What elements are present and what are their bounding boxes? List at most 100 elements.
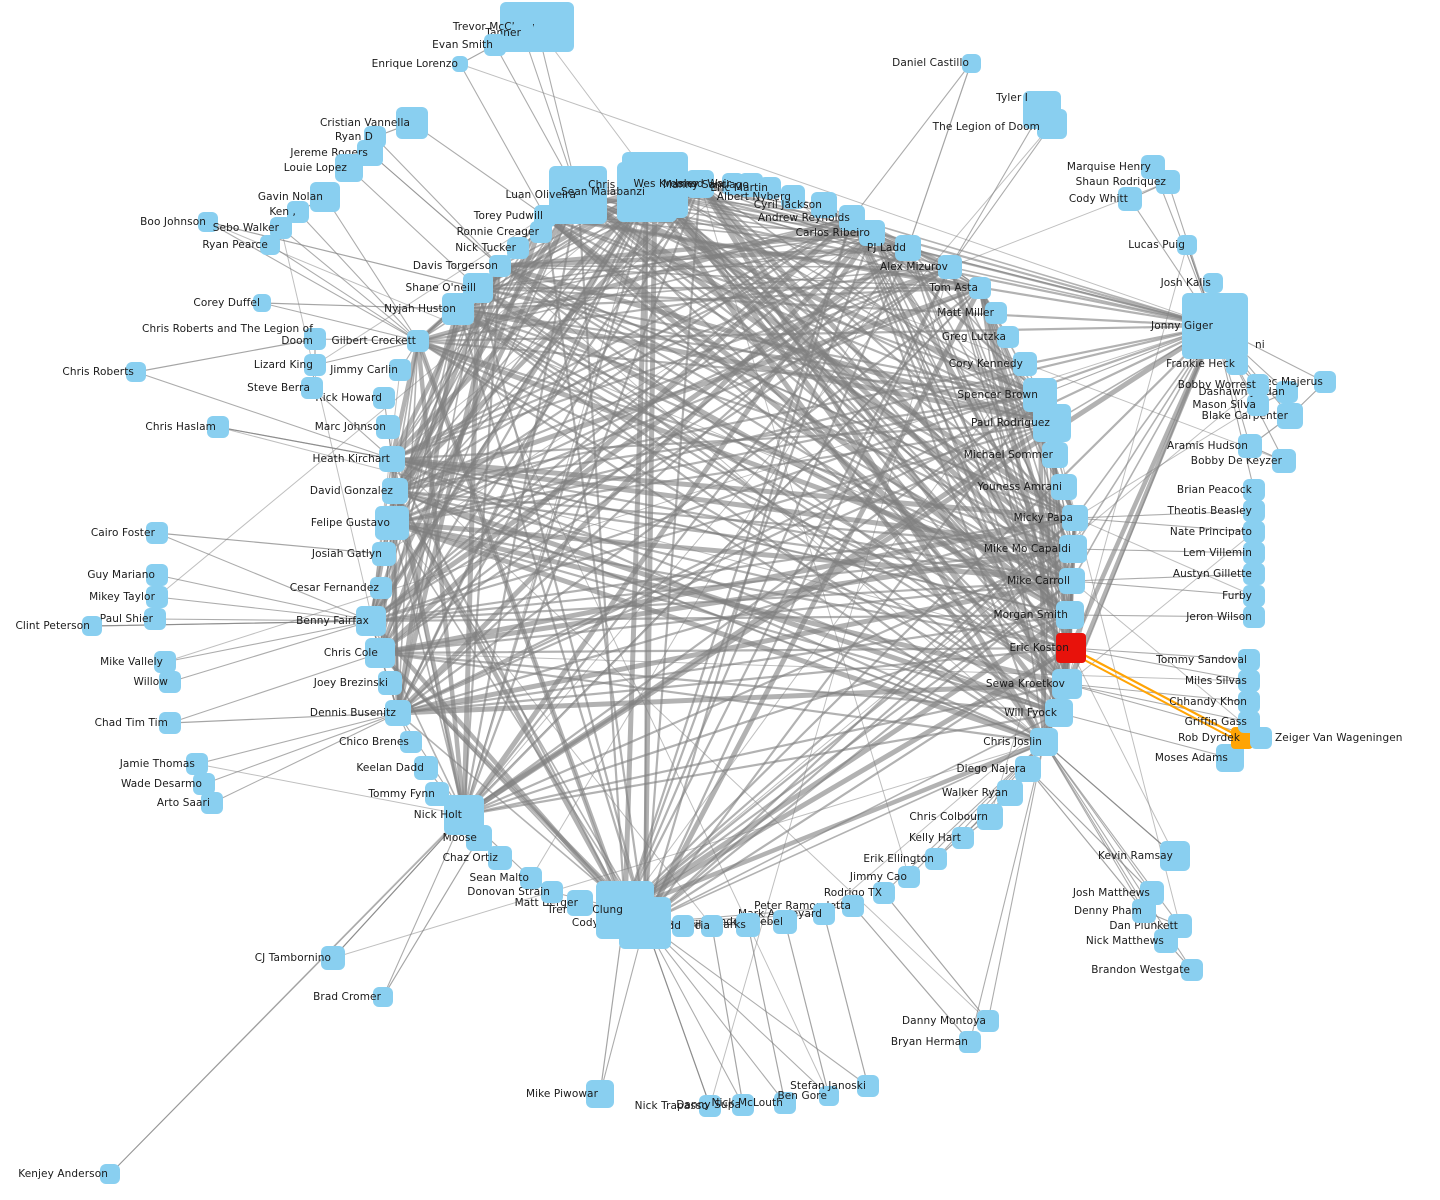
graph-node[interactable] (732, 1094, 754, 1116)
graph-node[interactable] (1247, 394, 1269, 416)
graph-node[interactable] (617, 162, 677, 222)
graph-node[interactable] (773, 910, 797, 934)
graph-node[interactable] (146, 586, 168, 608)
graph-node[interactable] (488, 846, 512, 870)
graph-node[interactable] (512, 22, 534, 44)
graph-node[interactable] (373, 387, 395, 409)
graph-node[interactable] (1051, 474, 1077, 500)
graph-node[interactable] (304, 328, 326, 350)
graph-node[interactable] (1243, 542, 1265, 564)
graph-node[interactable] (969, 277, 991, 299)
graph-node[interactable] (997, 326, 1019, 348)
graph-node[interactable] (549, 166, 607, 224)
graph-node[interactable] (1314, 371, 1336, 393)
graph-node[interactable] (253, 294, 271, 312)
graph-node[interactable] (1181, 959, 1203, 981)
graph-node[interactable] (1015, 756, 1041, 782)
graph-node[interactable] (301, 377, 323, 399)
graph-node[interactable] (781, 185, 805, 209)
graph-node[interactable] (100, 1164, 120, 1184)
graph-node[interactable] (959, 1031, 981, 1053)
graph-node[interactable] (126, 362, 146, 382)
graph-node[interactable] (898, 866, 920, 888)
graph-node[interactable] (819, 1086, 839, 1106)
graph-node[interactable] (452, 56, 468, 72)
graph-node[interactable] (977, 1010, 999, 1032)
graph-node[interactable] (1118, 187, 1142, 211)
graph-node[interactable] (407, 330, 429, 352)
graph-node[interactable] (1056, 633, 1086, 663)
graph-node[interactable] (813, 903, 835, 925)
graph-node[interactable] (144, 608, 166, 630)
graph-node[interactable] (774, 1092, 796, 1114)
graph-node[interactable] (520, 867, 542, 889)
graph-node[interactable] (586, 1080, 614, 1108)
graph-node[interactable] (1033, 404, 1071, 442)
graph-node[interactable] (1243, 500, 1265, 522)
graph-node[interactable] (1052, 669, 1082, 699)
graph-node[interactable] (1277, 403, 1303, 429)
graph-node[interactable] (425, 782, 449, 806)
graph-node[interactable] (1160, 841, 1190, 871)
graph-node[interactable] (873, 882, 895, 904)
graph-node[interactable] (1059, 535, 1087, 563)
graph-node[interactable] (146, 564, 168, 586)
graph-node[interactable] (1238, 691, 1260, 713)
graph-node[interactable] (1140, 881, 1164, 905)
graph-node[interactable] (335, 154, 363, 182)
graph-node[interactable] (567, 890, 593, 916)
graph-node[interactable] (925, 848, 947, 870)
graph-node[interactable] (489, 255, 511, 277)
graph-node[interactable] (193, 773, 215, 795)
graph-node[interactable] (1247, 374, 1269, 396)
graph-node[interactable] (159, 671, 181, 693)
graph-node[interactable] (895, 235, 921, 261)
graph-node[interactable] (304, 354, 326, 376)
graph-node[interactable] (938, 255, 962, 279)
graph-node[interactable] (686, 170, 714, 198)
graph-node[interactable] (1059, 568, 1085, 594)
graph-node[interactable] (842, 895, 864, 917)
graph-node[interactable] (1042, 442, 1068, 468)
graph-node[interactable] (321, 946, 345, 970)
graph-node[interactable] (961, 53, 981, 73)
graph-node[interactable] (1056, 601, 1084, 629)
graph-node[interactable] (977, 804, 1003, 830)
graph-node[interactable] (154, 651, 176, 673)
graph-node[interactable] (389, 359, 411, 381)
graph-node[interactable] (379, 446, 405, 472)
graph-node[interactable] (759, 177, 781, 199)
graph-node[interactable] (396, 107, 428, 139)
graph-node[interactable] (82, 616, 102, 636)
graph-node[interactable] (1030, 728, 1058, 756)
graph-node[interactable] (201, 792, 223, 814)
graph-node[interactable] (159, 712, 181, 734)
graph-node[interactable] (372, 542, 396, 566)
graph-node[interactable] (373, 987, 393, 1007)
graph-node[interactable] (952, 827, 974, 849)
graph-node[interactable] (997, 780, 1023, 806)
graph-node[interactable] (370, 577, 392, 599)
graph-node[interactable] (985, 302, 1007, 324)
graph-node[interactable] (1276, 381, 1298, 403)
graph-node[interactable] (1238, 434, 1262, 458)
graph-node[interactable] (507, 237, 529, 259)
graph-node[interactable] (811, 192, 837, 218)
graph-node[interactable] (1243, 521, 1265, 543)
graph-node[interactable] (701, 915, 723, 937)
graph-node[interactable] (1243, 563, 1265, 585)
graph-node[interactable] (530, 221, 552, 243)
graph-node[interactable] (310, 182, 340, 212)
graph-node[interactable] (1168, 914, 1192, 938)
graph-node[interactable] (1272, 449, 1296, 473)
graph-node[interactable] (484, 34, 506, 56)
graph-node[interactable] (1177, 235, 1197, 255)
graph-node[interactable] (1243, 585, 1265, 607)
graph-node[interactable] (270, 217, 292, 239)
graph-node[interactable] (414, 756, 438, 780)
graph-node[interactable] (1243, 606, 1265, 628)
graph-node[interactable] (1238, 670, 1260, 692)
graph-node[interactable] (1062, 505, 1088, 531)
